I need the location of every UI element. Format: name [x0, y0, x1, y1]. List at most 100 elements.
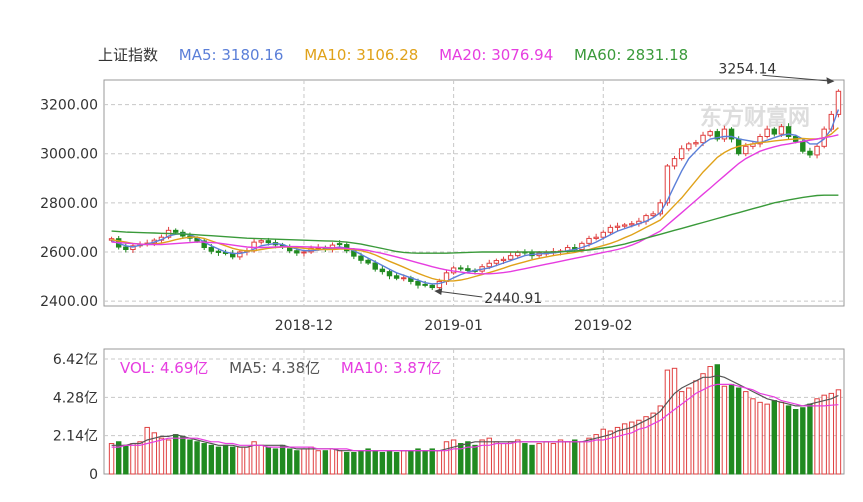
candle: [458, 267, 464, 270]
volume-ma5-line: [111, 374, 839, 452]
volume-bar: [650, 412, 656, 475]
volume-bar: [415, 448, 421, 475]
ma5-line: [111, 109, 840, 285]
volume-bar: [557, 439, 564, 475]
volume-bar: [821, 394, 827, 475]
candle: [365, 259, 371, 264]
candle: [372, 262, 378, 270]
volume-bar: [835, 389, 842, 475]
volume-bar: [607, 430, 614, 475]
candle: [607, 226, 614, 233]
x-tick-label: 2019-01: [424, 318, 483, 334]
ma60-line: [111, 194, 839, 254]
candle: [593, 236, 599, 239]
candle: [771, 128, 778, 135]
volume-bar: [201, 443, 207, 475]
candle: [172, 229, 179, 233]
axis-labels: 3200.00 3000.00 2800.00 2600.00 2400.00 2018-…: [40, 98, 632, 483]
volume-bar: [165, 439, 172, 475]
volume-bar: [137, 441, 143, 475]
high-annotation-line: [762, 74, 833, 82]
low-annotation-arrow: [434, 288, 443, 296]
candle: [778, 126, 785, 135]
candle: [208, 247, 215, 252]
volume-bar: [529, 444, 535, 475]
volume-bar: [108, 443, 115, 475]
volume-bar: [358, 450, 364, 475]
volume-bar: [287, 448, 293, 475]
ma5-legend: MA5: 3180.16: [178, 46, 284, 64]
volume-bar: [686, 387, 692, 475]
volume-bar: [443, 441, 450, 475]
volume-bar: [429, 448, 435, 475]
volume-bar: [158, 437, 165, 475]
volume-bar: [379, 452, 386, 475]
volume-bar: [436, 450, 443, 475]
volume-bar: [315, 450, 321, 475]
volume-bar: [322, 450, 329, 475]
candle: [393, 275, 400, 279]
candle: [123, 246, 129, 250]
volume-bar: [657, 405, 663, 475]
candle: [486, 262, 492, 268]
volume-bar: [294, 450, 300, 475]
vol-legend: VOL: 4.69亿: [120, 359, 209, 377]
candle: [629, 223, 635, 226]
volume-bar: [272, 448, 279, 475]
ma20-legend: MA20: 3076.94: [439, 46, 554, 64]
candle: [785, 126, 792, 137]
price-y-tick-label: 2600.00: [40, 245, 98, 261]
candle: [835, 90, 842, 115]
price-y-tick-label: 3200.00: [40, 98, 98, 114]
volume-bar: [778, 401, 785, 475]
candle: [693, 142, 699, 145]
volume-bar: [828, 392, 835, 475]
ma60-legend: MA60: 2831.18: [574, 46, 689, 64]
x-tick-label: 2018-12: [275, 318, 334, 334]
volume-bar: [807, 403, 813, 475]
volume-bar: [671, 367, 678, 475]
volume-bar: [208, 444, 215, 475]
vol-ma5-legend: MA5: 4.38亿: [229, 359, 321, 377]
volume-bar: [422, 450, 428, 475]
candle: [621, 224, 628, 227]
candle: [678, 148, 685, 160]
index-name-label: 上证指数: [98, 46, 159, 64]
volume-bar: [636, 419, 642, 475]
candle: [586, 237, 592, 244]
volume-bar: [792, 409, 799, 475]
volume-bar: [194, 441, 200, 475]
volume-bar: [472, 444, 478, 475]
high-annotation-arrow: [826, 77, 835, 85]
volume-y-tick-label: 4.28亿: [53, 390, 98, 406]
candle: [507, 255, 514, 260]
volume-bar: [151, 432, 158, 475]
volume-bar: [336, 450, 343, 475]
volume-bar: [251, 441, 257, 475]
volume-bar: [550, 443, 557, 475]
candle: [664, 165, 671, 204]
volume-bar: [707, 366, 713, 475]
volume-bar: [586, 437, 592, 475]
volume-bar: [344, 452, 350, 475]
ma-lines: [111, 109, 840, 285]
volume-bar: [458, 443, 464, 475]
ma10-line: [111, 127, 839, 282]
volume-bar: [614, 426, 621, 475]
volume-bar: [450, 439, 457, 475]
candle: [265, 240, 272, 244]
low-annotation-line: [436, 290, 483, 298]
candle: [614, 225, 621, 228]
volume-bar: [351, 452, 357, 475]
ma20-line: [111, 134, 839, 275]
volume-bar: [757, 401, 763, 475]
volume-bar: [479, 439, 485, 475]
volume-bar: [764, 403, 770, 475]
volume-bar: [600, 428, 606, 475]
candle: [500, 258, 507, 262]
candle: [465, 268, 471, 271]
candle: [201, 240, 207, 249]
volume-bar: [735, 387, 742, 475]
candle: [215, 250, 222, 253]
